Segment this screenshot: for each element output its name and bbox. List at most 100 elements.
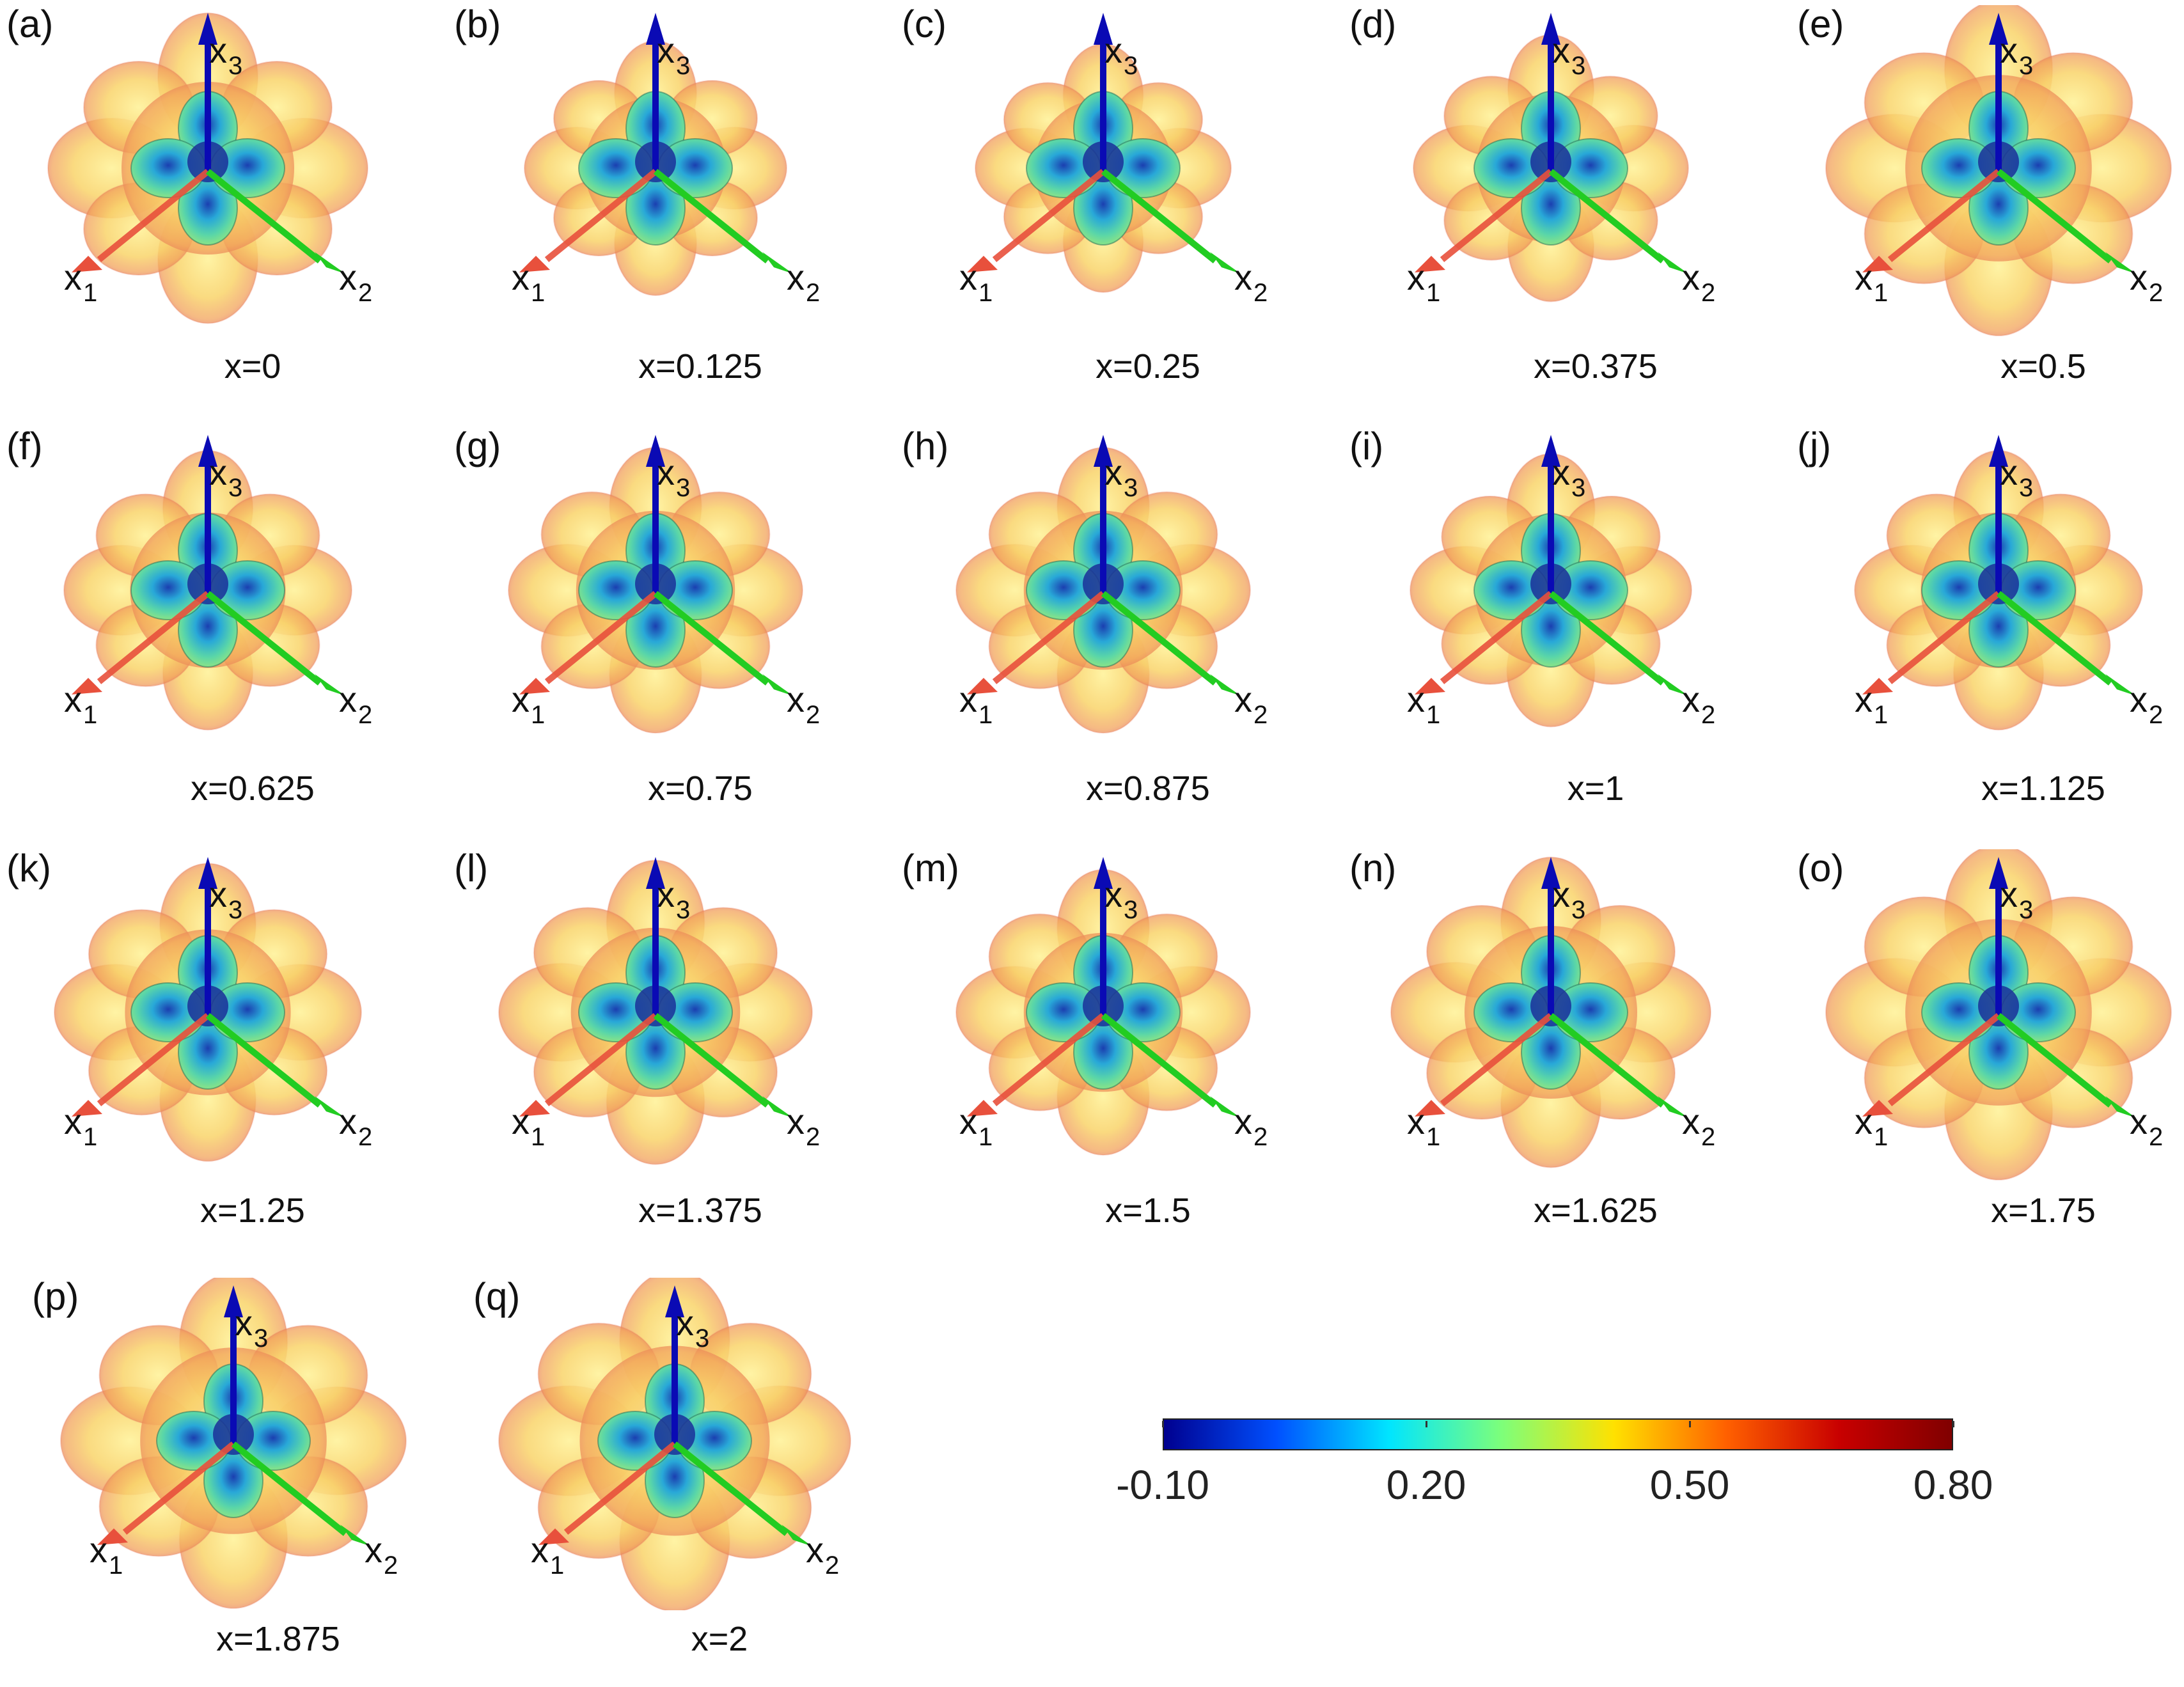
inner-lobes: [130, 935, 285, 1090]
inner-lobes: [578, 91, 733, 246]
axis-label-x2: x2: [339, 257, 372, 307]
panel: (f) x3 x1 x2 x=0.625: [6, 427, 441, 836]
panel-caption: x=1.25: [200, 1191, 305, 1230]
coordinate-axes: [1415, 13, 1688, 274]
axis-label-x1: x1: [959, 1101, 993, 1151]
axis-label-x1: x1: [959, 679, 993, 729]
polar-surface-plot: x3 x1 x2: [63, 435, 372, 731]
axis-label-x3: x3: [676, 1303, 709, 1353]
colorbar-tick-label: 0.20: [1386, 1462, 1466, 1508]
panel: (g) x3 x1 x2 x=0.75: [454, 427, 889, 836]
axis-label-x2: x2: [2130, 679, 2163, 729]
axis-label-x2: x2: [1682, 679, 1715, 729]
figure-panels: (a) x3 x1 x2 x=0 (b) x3 x1 x2 x=0.125 (c) x3 x1 x2 x=0…: [6, 3, 2184, 1656]
axis-label-x1: x1: [1407, 257, 1440, 307]
axis-label-x3: x3: [2000, 30, 2033, 80]
panel: (j) x3 x1 x2 x=1.125: [1797, 427, 2184, 836]
panel-caption: x=0.75: [648, 769, 753, 808]
coordinate-axes: [72, 13, 345, 274]
axis-label-x3: x3: [1552, 874, 1585, 924]
panel-caption: x=1.125: [1981, 769, 2105, 808]
coordinate-axes: [519, 435, 793, 696]
axis-label-x2: x2: [1682, 1101, 1715, 1151]
axis-label-x1: x1: [64, 257, 97, 307]
panel: (h) x3 x1 x2 x=0.875: [902, 427, 1337, 836]
axis-label-x1: x1: [1855, 257, 1888, 307]
polar-surface-plot: x3 x1 x2: [54, 857, 372, 1162]
panel: (n) x3 x1 x2 x=1.625: [1349, 849, 1784, 1259]
axis-label-x2: x2: [787, 1101, 820, 1151]
coordinate-axes: [1415, 857, 1688, 1118]
axis-label-x2: x2: [1234, 679, 1268, 729]
polar-surface-plot: x3 x1 x2: [60, 1278, 407, 1609]
coordinate-axes: [1415, 435, 1688, 696]
panel-caption: x=0.125: [638, 347, 762, 386]
panel-letter: (m): [902, 847, 959, 890]
axis-label-x3: x3: [209, 452, 242, 502]
colorbar-tick-label: 0.80: [1913, 1462, 1993, 1508]
panel-caption: x=0.5: [2000, 347, 2086, 386]
coordinate-axes: [967, 857, 1241, 1118]
polar-surface-plot: x3 x1 x2: [498, 1278, 851, 1610]
panel-letter: (e): [1797, 3, 1844, 45]
panel-caption: x=0: [224, 347, 281, 386]
axis-label-x3: x3: [657, 874, 690, 924]
panel-letter: (k): [6, 847, 51, 890]
axis-label-x2: x2: [2130, 257, 2163, 307]
polar-surface-plot: x3 x1 x2: [1390, 856, 1715, 1168]
panel: (e) x3 x1 x2 x=0.5: [1797, 5, 2184, 414]
colorbar-tick: [1952, 1421, 1954, 1427]
colorbar: [1163, 1418, 1953, 1450]
axis-label-x2: x2: [2130, 1101, 2163, 1151]
axis-label-x3: x3: [2000, 874, 2033, 924]
axis-label-x1: x1: [1855, 679, 1888, 729]
panel: (o) x3 x1 x2 x=1.75: [1797, 849, 2184, 1259]
coordinate-axes: [967, 435, 1241, 696]
polar-surface-plot: x3 x1 x2: [1407, 435, 1715, 729]
polar-surface-plot: x3 x1 x2: [512, 13, 820, 307]
panel-letter: (d): [1349, 3, 1397, 45]
axis-label-x1: x1: [64, 1101, 97, 1151]
axis-label-x2: x2: [365, 1530, 398, 1580]
polar-surface-plot: x3 x1 x2: [959, 13, 1268, 307]
panel-letter: (o): [1797, 847, 1844, 890]
panel: (k) x3 x1 x2 x=1.25: [6, 849, 441, 1259]
axis-label-x2: x2: [787, 257, 820, 307]
axis-label-x2: x2: [339, 679, 372, 729]
axis-label-x3: x3: [1552, 452, 1585, 502]
coordinate-axes: [519, 857, 793, 1118]
coordinate-axes: [519, 13, 793, 274]
coordinate-axes: [1862, 435, 2136, 696]
axis-label-x2: x2: [1234, 257, 1268, 307]
polar-surface-plot: x3 x1 x2: [955, 857, 1268, 1156]
panel: (b) x3 x1 x2 x=0.125: [454, 5, 889, 414]
panel-caption: x=1: [1567, 769, 1624, 808]
panel: (i) x3 x1 x2 x=1: [1349, 427, 1784, 836]
axis-label-x3: x3: [235, 1303, 268, 1353]
coordinate-axes: [72, 435, 345, 696]
panel-letter: (c): [902, 3, 947, 45]
axis-label-x1: x1: [512, 679, 545, 729]
inner-lobes: [1026, 91, 1181, 246]
polar-surface-plot: x3 x1 x2: [1854, 435, 2163, 731]
panel: (l) x3 x1 x2 x=1.375: [454, 849, 889, 1259]
axis-label-x1: x1: [512, 257, 545, 307]
inner-lobes: [1473, 91, 1628, 246]
panel-caption: x=0.875: [1086, 769, 1210, 808]
axis-label-x2: x2: [787, 679, 820, 729]
panel-letter: (b): [454, 3, 501, 45]
axis-label-x2: x2: [1682, 257, 1715, 307]
polar-surface-plot: x3 x1 x2: [955, 435, 1268, 734]
panel-letter: (h): [902, 425, 949, 467]
panel: (p) x3 x1 x2 x=1.875: [32, 1278, 467, 1687]
panel-letter: (j): [1797, 425, 1832, 467]
panel-caption: x=1.375: [638, 1191, 762, 1230]
polar-surface-plot: x3 x1 x2: [508, 435, 820, 734]
axis-label-x2: x2: [1234, 1101, 1268, 1151]
coordinate-axes: [97, 1285, 371, 1546]
panel: (m) x3 x1 x2 x=1.5: [902, 849, 1337, 1259]
polar-surface-plot: x3 x1 x2: [47, 12, 372, 324]
axis-label-x1: x1: [1407, 1101, 1440, 1151]
panel-letter: (a): [6, 3, 54, 45]
axis-label-x3: x3: [1104, 452, 1138, 502]
